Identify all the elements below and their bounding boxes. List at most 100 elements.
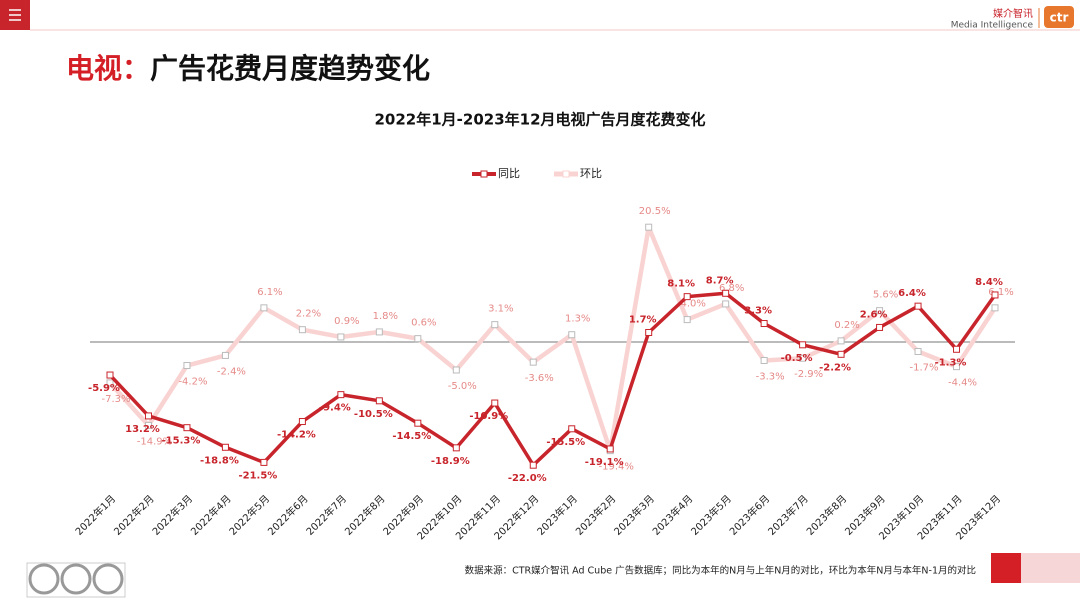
series-line [108, 291, 997, 467]
data-label: 4.0% [680, 299, 705, 310]
legend-marker [480, 170, 488, 178]
point-marker [568, 331, 576, 339]
data-label: -14.2% [277, 430, 316, 441]
data-label: -21.5% [238, 470, 277, 481]
x-tick-label: 2022年3月 [149, 492, 195, 538]
x-tick-label: 2023年4月 [650, 492, 696, 538]
data-label: 13.2% [125, 424, 160, 435]
data-label: -3.3% [756, 371, 785, 382]
point-marker [298, 326, 306, 334]
data-label: 1.8% [373, 311, 398, 322]
point-marker [491, 399, 499, 407]
point-marker [414, 419, 422, 427]
data-label: 0.2% [834, 320, 859, 331]
data-label: -10.5% [354, 409, 393, 420]
x-tick-label: 2023年6月 [727, 492, 773, 538]
data-label: -5.0% [448, 381, 477, 392]
point-marker [221, 351, 229, 359]
point-marker [645, 223, 653, 231]
point-marker [876, 323, 884, 331]
point-marker [991, 291, 999, 299]
point-marker [953, 363, 961, 371]
data-label: -2.9% [794, 369, 823, 380]
point-marker [722, 300, 730, 308]
data-label: -7.3% [101, 394, 130, 405]
legend-marker [562, 170, 570, 178]
point-marker [568, 425, 576, 433]
legend-label: 环比 [580, 167, 602, 180]
data-label: -15.3% [162, 436, 201, 447]
data-label: -19.4% [599, 462, 634, 473]
data-label: -2.4% [217, 366, 246, 377]
point-marker [837, 337, 845, 345]
x-tick-label: 2022年2月 [111, 492, 157, 538]
point-marker [799, 354, 807, 362]
point-marker [914, 302, 922, 310]
chart-title: 2022年1月-2023年12月电视广告月度花费变化 [374, 111, 705, 129]
data-label: -22.0% [508, 473, 547, 484]
point-marker [375, 397, 383, 405]
data-label: -3.6% [525, 373, 554, 384]
series-line [108, 224, 997, 453]
point-marker [260, 304, 268, 312]
data-label: 5.6% [873, 290, 898, 301]
point-marker [491, 321, 499, 329]
point-marker [298, 418, 306, 426]
data-label: 8.7% [706, 275, 734, 286]
x-tick-label: 2023年2月 [573, 492, 619, 538]
data-label: -14.5% [392, 431, 431, 442]
x-tick-label: 2023年3月 [611, 492, 657, 538]
data-label: -18.8% [200, 455, 239, 466]
page-title: 电视：广告花费月度趋势变化 [66, 52, 430, 85]
x-tick-label: 2022年5月 [226, 492, 272, 538]
point-marker [529, 358, 537, 366]
point-marker [914, 348, 922, 356]
logo-cn: 媒介智讯 [993, 7, 1033, 20]
menu-icon [9, 9, 21, 21]
point-marker [221, 443, 229, 451]
point-marker [991, 304, 999, 312]
data-label: -0.5% [781, 353, 813, 364]
data-label: -15.5% [546, 437, 585, 448]
data-label: 2.6% [860, 309, 888, 320]
point-marker [106, 379, 114, 387]
logo-badge [1044, 6, 1074, 28]
data-label: -5.9% [88, 383, 120, 394]
x-tick-label: 2022年7月 [303, 492, 349, 538]
x-tick-label: 2023年1月 [534, 492, 580, 538]
point-marker [183, 424, 191, 432]
x-tick-label: 2023年5月 [688, 492, 734, 538]
footer-block-light [1021, 553, 1080, 583]
point-marker [144, 421, 152, 429]
data-label: 8.4% [975, 277, 1003, 288]
data-label: 3.3% [744, 306, 772, 317]
point-marker [760, 320, 768, 328]
point-marker [799, 341, 807, 349]
footer-block [991, 553, 1021, 583]
data-label: -14.9% [137, 436, 172, 447]
title-highlight: 电视： [66, 52, 150, 85]
x-tick-label: 2022年6月 [265, 492, 311, 538]
data-label: 20.5% [639, 206, 671, 217]
point-marker [183, 362, 191, 370]
point-marker [606, 445, 614, 453]
data-label: -18.9% [431, 456, 470, 467]
data-label: -19.1% [585, 457, 624, 468]
logo-en: Media Intelligence [951, 21, 1034, 31]
point-marker [337, 391, 345, 399]
sgs-badges [26, 562, 126, 598]
data-label: 3.1% [488, 304, 513, 315]
data-label: -10.9% [469, 411, 508, 422]
data-label: -1.7% [910, 363, 939, 374]
data-label: 6.1% [988, 287, 1013, 298]
point-marker [106, 371, 114, 379]
point-marker [337, 333, 345, 341]
data-label: 1.7% [629, 314, 657, 325]
legend-label: 同比 [498, 167, 520, 180]
point-marker [375, 328, 383, 336]
point-marker [683, 316, 691, 324]
data-label: 8.1% [667, 279, 695, 290]
data-label: 2.2% [296, 309, 321, 320]
data-label: -9.4% [319, 403, 351, 414]
